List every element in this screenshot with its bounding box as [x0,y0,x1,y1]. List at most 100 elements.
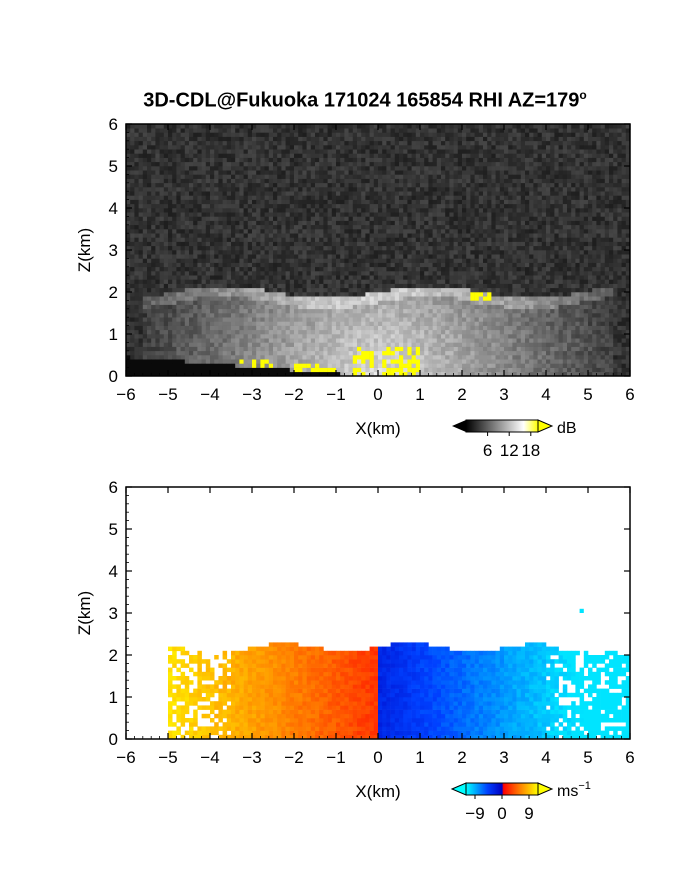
heat-cell [403,275,408,280]
heat-cell [449,313,454,318]
heat-cell [130,275,135,280]
heat-cell [302,241,307,247]
heat-cell [281,342,286,347]
heat-cell [302,187,307,192]
heat-cell [420,325,425,331]
heat-cell [197,208,202,213]
heat-cell [168,224,173,230]
heat-cell [436,191,442,196]
heat-cell [260,279,265,284]
heat-cell [231,346,236,352]
heat-cell [184,124,190,129]
heat-cell [159,334,165,339]
heat-cell [315,329,320,335]
heat-cell [126,292,131,297]
heat-cell [428,149,433,154]
heat-cell [247,124,253,129]
heat-cell [403,350,408,356]
heat-cell [172,367,177,373]
heat-cell [147,304,152,310]
heat-cell [420,220,425,226]
heat-cell [344,195,349,200]
heat-cell [294,229,299,234]
heat-cell [352,153,358,158]
heat-cell [218,224,223,230]
heat-cell [289,342,295,347]
heat-cell [168,237,173,242]
heat-cell [449,245,454,251]
heat-cell [285,203,291,209]
heat-cell [390,271,396,276]
heat-cell [336,355,341,360]
heat-cell [323,367,328,373]
heat-cell [184,258,190,263]
heat-cell [348,275,354,280]
heat-cell [424,313,429,318]
heat-cell [344,359,349,364]
heat-cell [142,203,148,209]
heat-cell [184,313,190,318]
heat-cell [378,292,383,297]
heat-cell [365,178,370,184]
heat-cell [403,287,408,293]
heat-cell [302,346,307,352]
heat-cell [399,292,404,297]
heat-cell [126,178,131,184]
heat-cell [449,166,454,171]
heat-cell [432,178,438,184]
heat-cell [134,191,139,196]
heat-cell [239,266,244,272]
heat-cell [147,262,152,268]
heat-cell [390,329,396,335]
heat-cell [344,338,349,343]
heat-cell [205,199,211,205]
heat-cell [193,292,198,297]
heat-cell [369,287,375,293]
heat-cell [302,317,307,322]
heat-cell [386,136,391,142]
heat-cell [138,334,144,339]
heat-cell [382,166,387,171]
heat-cell [441,350,446,356]
heat-cell [176,363,181,368]
heat-cell [466,300,471,305]
heat-cell [323,250,328,255]
heat-cell [394,136,400,142]
heat-cell [134,149,139,154]
heat-cell [159,170,165,175]
heat-cell [399,166,404,171]
heat-cell [256,279,261,284]
heat-cell [168,287,173,293]
heat-cell [369,355,375,360]
heat-cell [336,216,341,221]
heat-cell [432,250,438,255]
heat-cell [373,321,379,326]
heat-cell [407,245,412,251]
heat-cell [155,170,160,175]
heat-cell [235,342,240,347]
heat-cell [457,313,463,318]
heat-cell [180,329,186,335]
heat-cell [407,182,412,188]
heat-cell [457,321,463,326]
heat-cell [327,350,333,356]
heat-cell [403,283,408,289]
heat-cell [315,153,320,158]
heat-cell [428,275,433,280]
heat-cell [331,342,337,347]
heat-cell [340,241,345,247]
heat-cell [327,292,333,297]
heat-cell [411,191,417,196]
heat-cell [331,170,337,175]
heat-cell [235,245,240,251]
heat-cell [340,313,345,318]
heat-cell [243,271,249,276]
heat-cell [336,308,341,314]
heat-cell [302,237,307,242]
heat-cell [369,308,375,314]
heat-cell [420,161,425,167]
heat-cell [184,178,190,184]
heat-cell [386,233,391,238]
heat-cell [247,321,253,326]
heat-cell [365,182,370,188]
